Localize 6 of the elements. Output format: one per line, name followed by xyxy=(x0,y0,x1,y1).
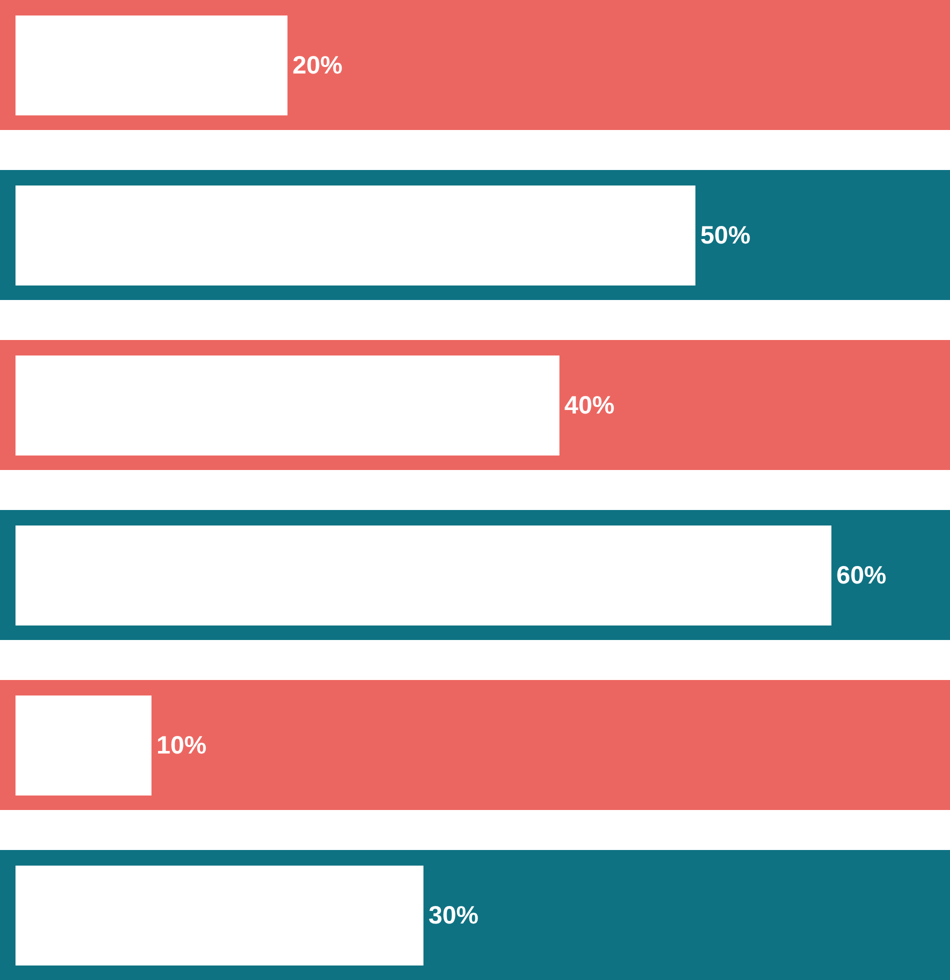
data-label: 40% xyxy=(564,391,614,420)
data-label: 60% xyxy=(836,562,886,590)
data-label: 20% xyxy=(292,51,343,80)
data-label: 10% xyxy=(156,732,207,760)
data-label: 30% xyxy=(428,902,478,930)
data-label: 50% xyxy=(700,221,750,250)
